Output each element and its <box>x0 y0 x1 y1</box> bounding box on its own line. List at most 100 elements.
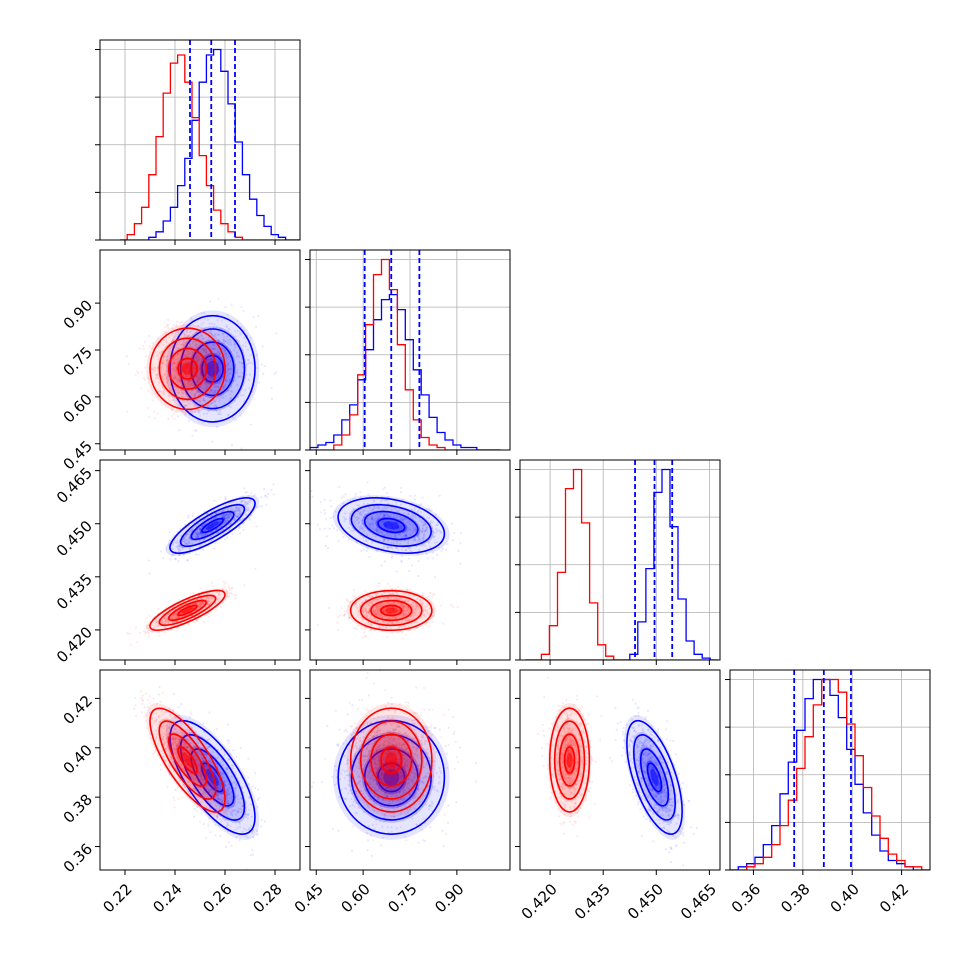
scatter-point <box>329 517 332 520</box>
scatter-point <box>185 533 188 536</box>
scatter-point <box>138 347 141 350</box>
scatter-point <box>354 492 357 495</box>
scatter-point <box>240 500 243 503</box>
scatter-point <box>221 332 225 336</box>
scatter-point <box>200 527 203 530</box>
scatter-point <box>210 388 213 392</box>
scatter-point <box>196 375 199 379</box>
scatter-point <box>182 341 185 344</box>
scatter-point <box>227 513 230 516</box>
scatter-point <box>270 397 273 400</box>
scatter-point <box>252 495 255 498</box>
scatter-point <box>222 338 225 341</box>
scatter-point <box>219 413 222 416</box>
scatter-point <box>210 514 214 517</box>
scatter-point <box>218 350 221 353</box>
scatter-point <box>183 332 186 335</box>
scatter-point <box>196 380 199 383</box>
scatter-point <box>239 375 242 378</box>
scatter-point <box>228 368 231 371</box>
scatter-point <box>177 389 180 392</box>
scatter-point <box>191 542 194 545</box>
scatter-point <box>188 383 191 386</box>
scatter-point <box>152 697 155 700</box>
scatter-point <box>225 845 228 849</box>
scatter-point <box>181 392 184 395</box>
scatter-point <box>205 353 208 356</box>
scatter-point <box>249 423 252 426</box>
scatter-point <box>442 622 445 625</box>
scatter-point <box>459 562 462 565</box>
scatter-point <box>383 486 386 489</box>
scatter-point <box>223 516 226 519</box>
scatter-point <box>157 357 160 360</box>
scatter-point <box>163 338 166 341</box>
scatter-point <box>188 352 191 355</box>
scatter-point <box>195 539 198 542</box>
scatter-point <box>192 371 195 374</box>
scatter-point <box>161 375 164 378</box>
scatter-point <box>198 366 201 369</box>
scatter-point <box>249 336 252 339</box>
scatter-point <box>190 382 193 385</box>
scatter-point <box>195 358 198 361</box>
scatter-point <box>231 587 234 590</box>
scatter-point <box>174 629 177 632</box>
scatter-point <box>223 516 226 519</box>
scatter-point <box>252 315 255 319</box>
scatter-point <box>189 592 192 596</box>
scatter-point <box>158 685 161 689</box>
scatter-point <box>239 500 242 503</box>
scatter-point <box>183 538 186 541</box>
scatter-point <box>154 369 157 372</box>
scatter-point <box>144 366 147 369</box>
scatter-point <box>193 367 197 370</box>
scatter-point <box>208 396 211 399</box>
scatter-point <box>191 591 195 595</box>
scatter-point <box>143 706 146 709</box>
scatter-point <box>389 585 392 588</box>
scatter-point <box>166 323 169 326</box>
scatter-point <box>203 363 206 367</box>
scatter-point <box>183 536 186 539</box>
scatter-point <box>162 343 165 346</box>
scatter-point <box>185 353 188 356</box>
scatter-point <box>178 544 181 547</box>
scatter-point <box>220 356 223 359</box>
scatter-point <box>144 355 147 358</box>
scatter-point <box>222 580 225 583</box>
scatter-point <box>232 379 235 382</box>
scatter-point <box>206 532 209 535</box>
scatter-point <box>227 343 230 346</box>
scatter-point <box>439 604 442 607</box>
scatter-point <box>222 339 225 342</box>
scatter-point <box>198 375 201 378</box>
scatter-point <box>444 548 447 551</box>
scatter-point <box>198 527 202 530</box>
scatter-point <box>221 395 224 398</box>
scatter-point <box>229 521 232 525</box>
scatter-point <box>438 494 441 497</box>
scatter-point <box>190 382 193 386</box>
scatter-point <box>163 330 166 333</box>
scatter-point <box>243 487 246 490</box>
scatter-point <box>226 519 229 522</box>
scatter-point <box>254 772 257 775</box>
scatter-point <box>254 325 257 328</box>
scatter-point <box>208 711 211 714</box>
scatter-point <box>411 564 414 567</box>
scatter-point <box>235 505 238 508</box>
scatter-point <box>248 509 251 512</box>
scatter-point <box>158 389 161 392</box>
scatter-point <box>167 544 170 547</box>
scatter-point <box>198 414 201 417</box>
scatter-point <box>195 398 198 401</box>
scatter-point <box>175 386 178 389</box>
scatter-point <box>217 352 220 355</box>
scatter-point <box>236 514 239 518</box>
scatter-point <box>205 350 208 353</box>
scatter-point <box>181 399 185 402</box>
scatter-point <box>181 362 184 365</box>
scatter-point <box>191 342 194 345</box>
scatter-point <box>180 546 183 549</box>
